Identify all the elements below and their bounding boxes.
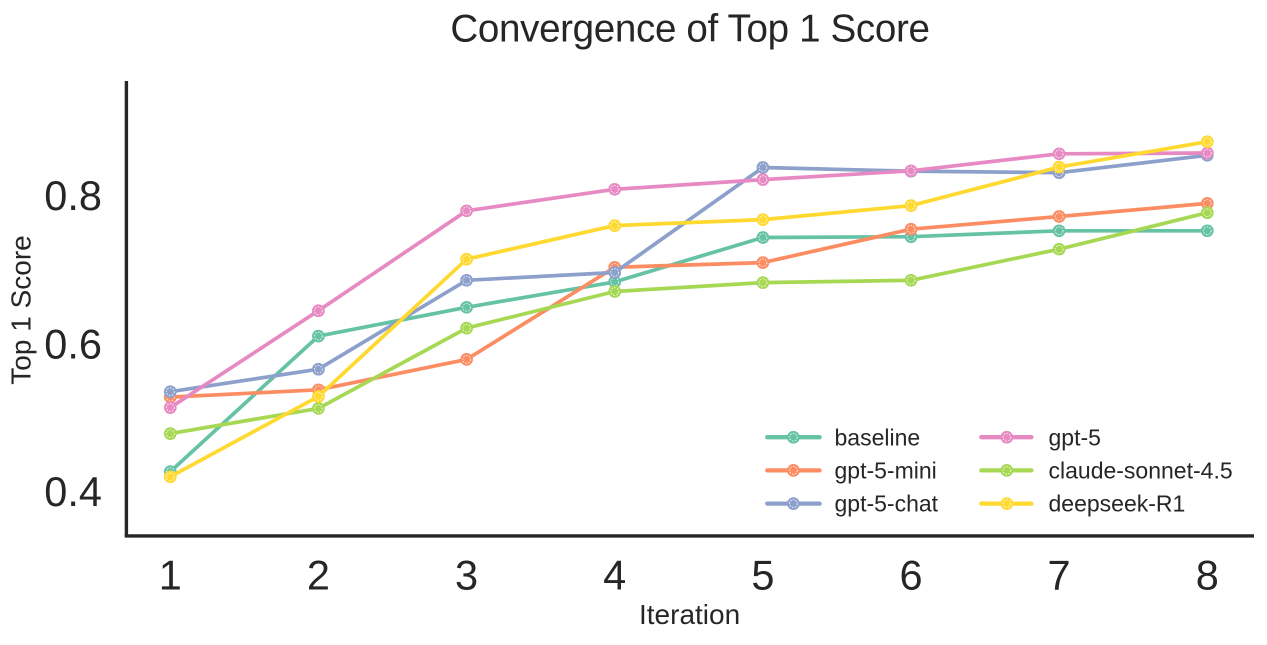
svg-text:baseline: baseline xyxy=(835,424,921,450)
svg-text:deepseek-R1: deepseek-R1 xyxy=(1049,491,1186,517)
svg-text:7: 7 xyxy=(1048,552,1071,599)
svg-text:4: 4 xyxy=(603,552,626,599)
svg-text:6: 6 xyxy=(899,552,922,599)
svg-text:3: 3 xyxy=(455,552,478,599)
svg-text:gpt-5-chat: gpt-5-chat xyxy=(835,491,939,517)
svg-text:1: 1 xyxy=(159,552,182,599)
svg-text:claude-sonnet-4.5: claude-sonnet-4.5 xyxy=(1049,458,1233,484)
svg-text:0.6: 0.6 xyxy=(44,320,102,367)
svg-text:2: 2 xyxy=(307,552,330,599)
svg-text:0.8: 0.8 xyxy=(44,172,102,219)
svg-text:8: 8 xyxy=(1196,552,1219,599)
svg-text:5: 5 xyxy=(751,552,774,599)
svg-text:gpt-5-mini: gpt-5-mini xyxy=(835,458,937,484)
svg-text:Top 1 Score: Top 1 Score xyxy=(6,235,37,384)
svg-text:0.4: 0.4 xyxy=(44,468,102,515)
svg-text:gpt-5: gpt-5 xyxy=(1049,424,1101,450)
svg-text:Convergence of Top 1 Score: Convergence of Top 1 Score xyxy=(450,8,929,51)
svg-text:Iteration: Iteration xyxy=(639,599,740,630)
